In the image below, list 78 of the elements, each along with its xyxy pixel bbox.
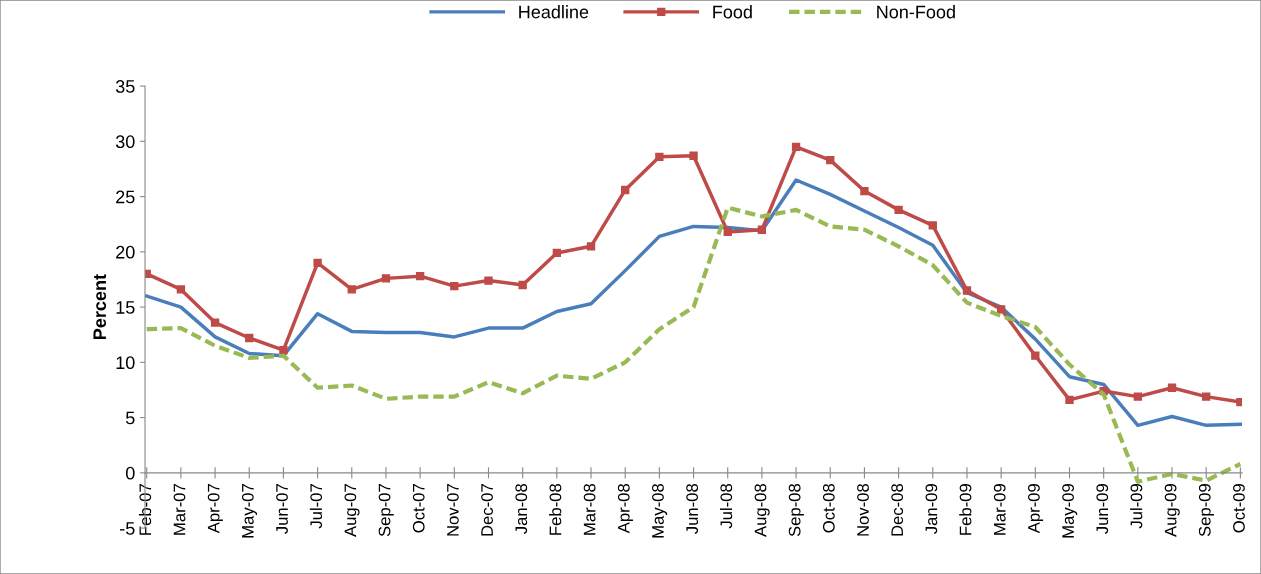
legend-label: Food bbox=[713, 5, 752, 19]
point bbox=[655, 152, 664, 161]
point bbox=[996, 305, 1006, 314]
point bbox=[347, 285, 356, 294]
x-tick-label: May-09 bbox=[1062, 484, 1078, 538]
x-tick-label: May-08 bbox=[652, 483, 668, 538]
point bbox=[894, 205, 903, 215]
point bbox=[484, 276, 493, 285]
x-tick-label: Mar-09 bbox=[993, 484, 1006, 535]
y-axis-title: Percent bbox=[93, 274, 107, 339]
x-tick-label: Mar-08 bbox=[583, 483, 596, 535]
point bbox=[415, 271, 425, 281]
x-tick-label: Jun-08 bbox=[686, 483, 699, 534]
x-tick-label: Nov-08 bbox=[857, 483, 869, 536]
point bbox=[791, 142, 801, 152]
x-tick-label: Sep-08 bbox=[788, 483, 804, 537]
y-tick-label: 10 bbox=[116, 356, 135, 370]
x-tick-label: Jun-07 bbox=[276, 484, 288, 534]
x-tick-label: Aug-09 bbox=[1164, 484, 1180, 537]
x-tick-label: Sep-09 bbox=[1198, 484, 1214, 537]
x-tick-label: Mar-07 bbox=[173, 484, 186, 535]
point bbox=[518, 280, 527, 290]
point bbox=[1167, 383, 1177, 392]
y-tick-label: 20 bbox=[116, 245, 135, 259]
x-tick-label: May-07 bbox=[241, 484, 258, 538]
legend-label: Headline bbox=[519, 5, 589, 19]
point bbox=[1133, 392, 1143, 401]
point bbox=[586, 242, 596, 251]
x-tick-label: Jan-09 bbox=[925, 484, 938, 534]
point bbox=[757, 225, 767, 234]
y-tick-label: 30 bbox=[115, 135, 135, 149]
x-tick-label: Oct-09 bbox=[1233, 484, 1245, 533]
x-tick-label: Jul-07 bbox=[309, 484, 323, 529]
x-tick-label: Apr-08 bbox=[617, 483, 633, 534]
x-tick-label: Oct-08 bbox=[822, 483, 835, 533]
legend-label: Non-Food bbox=[877, 5, 955, 19]
point bbox=[279, 346, 288, 355]
x-tick-label: Jun-09 bbox=[1096, 484, 1109, 534]
x-tick-label: Feb-08 bbox=[549, 483, 562, 535]
point bbox=[245, 333, 254, 343]
point bbox=[860, 186, 869, 196]
point bbox=[176, 285, 186, 294]
x-tick-label: Oct-07 bbox=[412, 484, 425, 533]
point bbox=[928, 221, 937, 230]
point bbox=[962, 286, 972, 295]
point bbox=[552, 248, 562, 258]
point bbox=[1202, 392, 1211, 401]
point bbox=[450, 281, 459, 291]
point bbox=[210, 318, 220, 327]
line-series bbox=[145, 178, 1243, 428]
y-tick-label: 0 bbox=[125, 466, 135, 480]
x-tick-label: Dec-08 bbox=[891, 483, 904, 536]
x-tick-label: Jan-08 bbox=[515, 483, 528, 534]
y-tick-label: 15 bbox=[116, 301, 135, 314]
x-tick-label: Jul-08 bbox=[719, 483, 733, 529]
y-tick-label: 25 bbox=[116, 190, 135, 204]
x-tick-label: Aug-08 bbox=[754, 483, 770, 537]
x-tick-label: Apr-07 bbox=[207, 484, 223, 534]
point bbox=[723, 227, 732, 237]
x-tick-label: Dec-07 bbox=[481, 484, 493, 536]
point bbox=[1236, 397, 1243, 407]
x-tick-label: Apr-09 bbox=[1027, 484, 1044, 534]
point bbox=[689, 151, 698, 160]
y-tick-label: 35 bbox=[115, 80, 135, 93]
point bbox=[313, 258, 322, 268]
point bbox=[381, 274, 391, 283]
x-tick-label: Aug-07 bbox=[344, 484, 360, 537]
point bbox=[1065, 395, 1074, 405]
point bbox=[621, 185, 630, 195]
x-tick-label: Sep-07 bbox=[378, 484, 394, 537]
point bbox=[1031, 351, 1040, 360]
point bbox=[826, 155, 835, 165]
x-tick-label: Nov-07 bbox=[446, 484, 459, 536]
y-tick-label: -5 bbox=[120, 522, 135, 535]
x-tick-label: Jul-09 bbox=[1130, 484, 1143, 529]
x-tick-label: Feb-07 bbox=[138, 484, 152, 535]
x-tick-label: Feb-09 bbox=[959, 484, 972, 535]
y-tick-label: 5 bbox=[125, 411, 135, 425]
